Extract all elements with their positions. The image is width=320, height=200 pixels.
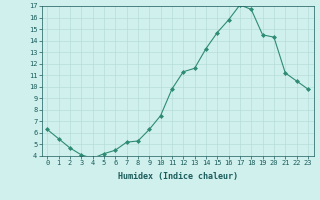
X-axis label: Humidex (Indice chaleur): Humidex (Indice chaleur): [118, 172, 237, 181]
